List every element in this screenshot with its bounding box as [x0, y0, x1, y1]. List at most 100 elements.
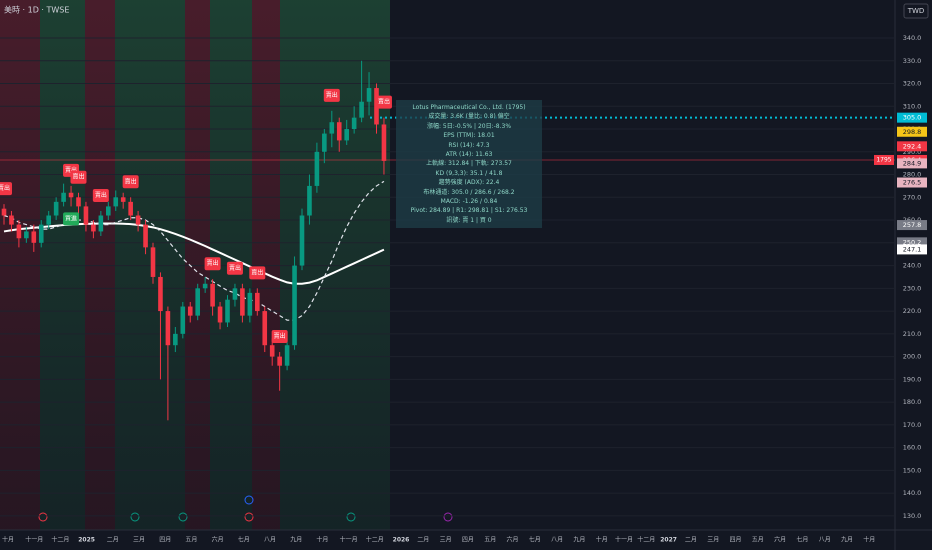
candle-body	[16, 224, 22, 239]
signal-label: 賣出	[95, 191, 107, 199]
candle-body	[255, 292, 260, 312]
candle-body	[247, 292, 253, 316]
x-tick-label: 三月	[707, 537, 719, 544]
y-tick-label: 330.0	[903, 57, 922, 65]
x-tick-label: 2025	[78, 537, 95, 544]
signal-box	[92, 188, 109, 202]
x-tick-label: 2027	[660, 537, 677, 544]
info-line: Lotus Pharmaceutical Co., Ltd. (1795)	[412, 104, 526, 111]
candle-body	[292, 265, 297, 346]
x-tick-label: 五月	[484, 537, 496, 544]
band	[40, 0, 85, 530]
candle-body	[135, 215, 141, 225]
price-tag	[897, 220, 927, 231]
candle-body	[240, 288, 245, 316]
y-tick-label: 230.0	[903, 284, 922, 292]
candle-body	[351, 117, 357, 130]
price-tag	[897, 126, 927, 137]
x-tick-label: 九月	[290, 536, 302, 544]
candle-body	[113, 197, 119, 207]
info-line: Pivot: 284.89 | R1: 298.81 | S1: 276.53	[410, 207, 528, 215]
candle-body	[210, 283, 215, 307]
candle-body	[9, 215, 14, 225]
y-tick-label: 210.0	[903, 330, 922, 338]
signal-label: 賣出	[274, 332, 286, 340]
x-tick-label: 六月	[212, 536, 224, 544]
x-tick-label: 十二月	[637, 536, 655, 544]
info-line: RSI (14): 47.3	[448, 141, 490, 149]
candle-body	[128, 201, 133, 216]
price-tag-label: 247.1	[903, 245, 922, 253]
signal-label: 賣出	[72, 173, 84, 181]
candle-body	[314, 151, 320, 186]
candle-body	[187, 306, 193, 316]
x-tick-label: 七月	[238, 536, 250, 544]
price-tag-label: 257.8	[903, 221, 922, 229]
candle-body	[83, 206, 89, 225]
candle-body	[24, 231, 29, 239]
y-tick-label: 160.0	[903, 444, 922, 452]
candle-body	[158, 276, 163, 312]
x-tick-label: 十二月	[366, 536, 384, 544]
candle-body	[217, 306, 223, 323]
signal-label: 賣出	[251, 268, 263, 276]
price-tag	[897, 237, 927, 248]
candle-body	[91, 224, 96, 232]
x-tick-label: 十月	[863, 536, 875, 544]
x-tick-label: 2026	[393, 537, 410, 544]
x-tick-label: 二月	[417, 537, 429, 544]
signal-label: 賣出	[0, 184, 10, 192]
x-tick-label: 六月	[774, 536, 786, 544]
price-tag-label: 276.5	[903, 179, 922, 187]
x-tick-label: 二月	[107, 537, 119, 544]
info-line: 訊號: 賣 1 | 買 0	[446, 216, 492, 224]
chart-title: 美時 · 1D · TWSE	[4, 5, 69, 15]
candle-body	[120, 197, 126, 202]
signal-box	[226, 261, 243, 275]
band	[85, 0, 115, 530]
currency-box	[903, 3, 929, 19]
candle-body	[329, 122, 335, 134]
trend-bands	[0, 0, 390, 530]
candle-body	[307, 185, 312, 216]
info-line: ATR (14): 11.63	[445, 151, 493, 159]
y-tick-label: 190.0	[903, 375, 922, 383]
x-tick-label: 七月	[796, 536, 808, 544]
signal-box	[70, 170, 87, 184]
candle-body	[262, 311, 268, 346]
candle-body	[61, 192, 66, 202]
event-marker	[443, 512, 453, 522]
info-line: 布林通道: 305.0 / 286.6 / 268.2	[423, 188, 515, 196]
candle-body	[98, 215, 104, 232]
signal-label: 賣出	[326, 91, 338, 99]
band	[280, 0, 390, 530]
event-marker	[178, 512, 188, 522]
signal-label: 賣出	[378, 98, 390, 106]
y-tick-label: 140.0	[903, 489, 922, 497]
x-tick-label: 四月	[462, 537, 474, 544]
candle-body	[46, 215, 51, 225]
x-tick-label: 七月	[529, 536, 541, 544]
info-line: 上軌線: 312.84 | 下軌: 273.57	[426, 160, 512, 168]
info-line: 成交量: 3.6K (量比: 0.8) 偏空	[428, 113, 510, 121]
signal-label: 賣出	[125, 177, 137, 185]
info-line: EPS (TTM): 18.01	[443, 132, 495, 140]
band	[115, 0, 185, 530]
x-tick-label: 十一月	[615, 536, 633, 544]
candle-body	[165, 311, 171, 346]
candle-body	[68, 192, 74, 198]
symbol-tag-label: 1795	[876, 156, 891, 163]
x-tick-label: 十月	[596, 536, 608, 544]
candle-body	[180, 306, 186, 334]
candle-body	[76, 197, 81, 207]
y-tick-label: 320.0	[903, 80, 922, 88]
x-tick-label: 十一月	[340, 536, 358, 544]
candle-body	[381, 124, 387, 161]
candle-body	[344, 129, 349, 141]
price-tag	[897, 177, 927, 188]
candle-body	[299, 215, 305, 266]
candle-body	[143, 224, 148, 248]
x-tick-label: 九月	[841, 536, 853, 544]
